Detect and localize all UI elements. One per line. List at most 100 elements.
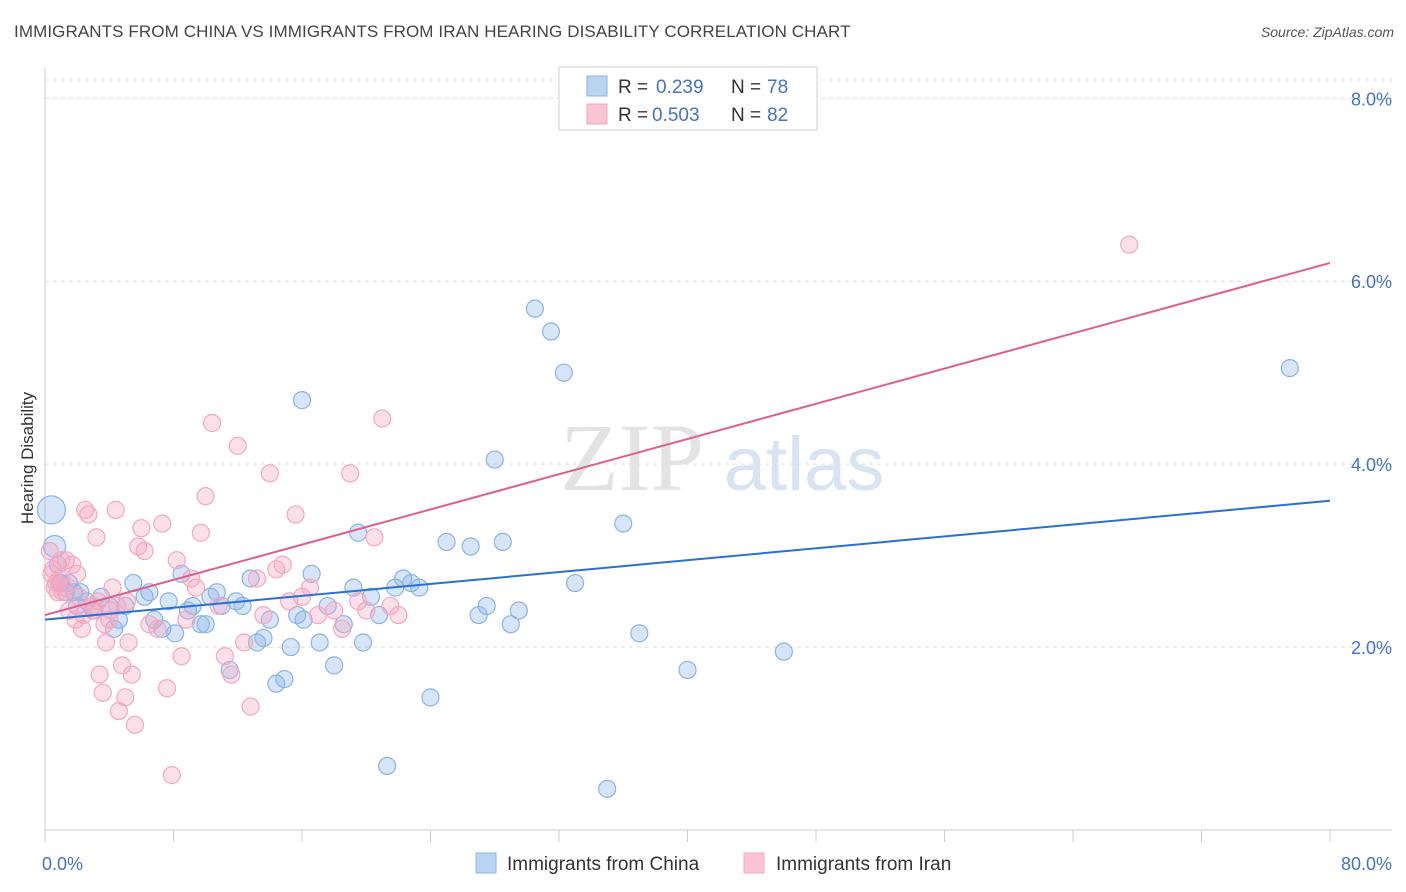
iran-point: [42, 564, 61, 584]
iran-point: [308, 605, 328, 625]
legend-r-value-china: 0.239: [656, 77, 704, 98]
legend-r-label-china: R =: [618, 77, 648, 98]
china-point: [598, 779, 617, 798]
china-point: [614, 514, 633, 533]
legend-r-label-iran: R =: [618, 105, 648, 126]
iran-point: [215, 647, 234, 666]
china-trend-line: [44, 499, 1331, 621]
legend-n-value-iran: 82: [767, 105, 788, 126]
iran-point: [157, 679, 177, 698]
china-point: [310, 633, 329, 652]
svg-text:ZIP: ZIP: [560, 404, 704, 511]
iran-point: [177, 610, 196, 629]
iran-point: [172, 647, 191, 666]
iran-point: [162, 766, 181, 785]
iran-point: [389, 605, 408, 625]
svg-text:atlas: atlas: [724, 422, 885, 507]
china-point: [421, 688, 440, 707]
iran-point: [116, 688, 135, 707]
iran-point: [273, 555, 292, 574]
china-point: [485, 450, 504, 469]
iran-point: [63, 555, 82, 574]
legend-n-label-iran: N =: [731, 105, 761, 126]
iran-point: [357, 601, 376, 620]
iran-point: [125, 715, 145, 734]
iran-point: [167, 551, 186, 570]
iran-point: [72, 619, 92, 638]
x-tick-label-max: 80.0%: [1341, 854, 1392, 874]
china-point: [493, 532, 512, 551]
iran-point: [235, 633, 254, 652]
iran-point: [365, 528, 384, 547]
iran-point: [51, 551, 71, 570]
iran-point: [55, 578, 74, 597]
iran-point: [135, 541, 154, 561]
china-point: [207, 583, 226, 602]
x-tick-labels: 0.0% 80.0%: [42, 854, 1392, 874]
iran-point: [90, 665, 109, 684]
bottom-legend: Immigrants from China Immigrants from Ir…: [475, 852, 951, 875]
china-point: [461, 537, 480, 556]
iran-point: [222, 665, 241, 684]
china-point: [477, 596, 496, 616]
legend-n-value-china: 78: [767, 77, 788, 98]
iran-point: [1120, 235, 1139, 254]
series-iran-points: [40, 235, 1139, 785]
china-point: [104, 619, 124, 638]
china-point: [196, 615, 215, 634]
china-point: [378, 756, 397, 776]
china-point: [191, 615, 210, 634]
china-point: [166, 624, 185, 643]
legend-swatch-iran: [586, 103, 608, 125]
x-tick-label-min: 0.0%: [42, 854, 83, 874]
iran-point: [106, 500, 125, 519]
iran-point: [119, 633, 138, 652]
iran-point: [153, 514, 172, 533]
iran-point: [108, 596, 127, 616]
iran-point: [325, 601, 344, 620]
iran-point: [260, 464, 279, 483]
china-point: [292, 391, 312, 410]
iran-point: [117, 592, 137, 611]
series-china-points: [36, 299, 1299, 798]
iran-point: [300, 578, 320, 597]
china-point: [525, 299, 545, 318]
source-label: Source: ZipAtlas.com: [1260, 24, 1394, 40]
iran-point: [286, 505, 305, 524]
iran-point: [132, 519, 151, 538]
china-point: [275, 669, 294, 689]
iran-point: [186, 578, 206, 597]
bottom-legend-label-china: Immigrants from China: [507, 854, 700, 875]
iran-point: [79, 505, 98, 524]
iran-point: [333, 619, 352, 638]
china-point: [1280, 359, 1299, 378]
china-point: [774, 642, 793, 661]
china-point: [501, 615, 520, 634]
iran-point: [341, 464, 360, 483]
y-tick-label: 6.0%: [1351, 272, 1392, 292]
china-point: [325, 656, 344, 675]
chart-title: IMMIGRANTS FROM CHINA VS IMMIGRANTS FROM…: [14, 22, 851, 41]
iran-point: [148, 619, 167, 638]
china-point: [254, 628, 273, 648]
y-axis-label: Hearing Disability: [18, 391, 37, 524]
trend-lines: [44, 261, 1331, 621]
china-point: [509, 601, 528, 620]
iran-point: [202, 413, 222, 433]
iran-point: [87, 528, 106, 547]
iran-trend-line: [44, 261, 1331, 617]
legend-n-label-china: N =: [731, 77, 761, 98]
iran-point: [96, 633, 116, 652]
china-point: [410, 578, 429, 597]
china-point: [294, 610, 313, 629]
legend: R = 0.239 N = 78 R = 0.503 N = 82: [558, 66, 818, 131]
iran-point: [112, 656, 132, 675]
china-point: [678, 660, 697, 680]
grid-lines: [45, 79, 1392, 648]
watermark: ZIP atlas: [560, 404, 884, 511]
bottom-legend-label-iran: Immigrants from Iran: [776, 854, 951, 875]
iran-point: [254, 605, 273, 625]
china-point: [437, 532, 456, 551]
china-point: [302, 564, 321, 584]
